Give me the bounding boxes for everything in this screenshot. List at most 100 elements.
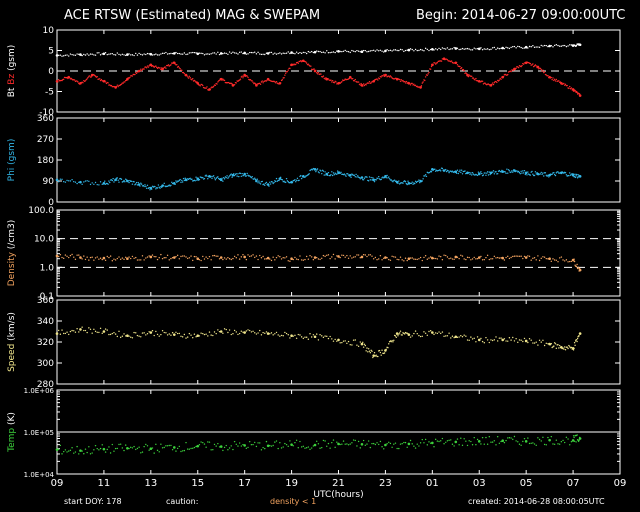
- sample-dot-phi: [186, 179, 188, 182]
- sample-dot-temp: [421, 438, 423, 441]
- sample-dot-bz: [543, 71, 545, 74]
- sample-dot-temp: [371, 442, 373, 445]
- sample-dot-phi: [180, 181, 182, 184]
- sample-dot-temp: [334, 446, 336, 449]
- sample-dot-speed: [133, 331, 135, 334]
- sample-dot-temp: [88, 446, 90, 448]
- sample-dot-temp: [78, 453, 80, 455]
- data-point-bz: [578, 94, 582, 97]
- sample-dot-bz: [335, 81, 337, 83]
- sample-dot-bt: [468, 48, 470, 50]
- sample-dot-phi: [545, 174, 547, 176]
- sample-dot-phi: [61, 178, 63, 181]
- sample-dot-temp: [339, 443, 341, 446]
- sample-dot-speed: [202, 332, 204, 335]
- sample-dot-temp: [533, 443, 536, 445]
- sample-dot-density: [510, 256, 512, 259]
- sample-dot-bz: [300, 60, 303, 63]
- sample-dot-temp: [94, 444, 97, 447]
- sample-dot-bz: [529, 62, 532, 65]
- sample-dot-temp: [269, 444, 271, 447]
- sample-dot-bz: [322, 75, 325, 77]
- sample-dot-temp: [362, 439, 365, 442]
- y-tick-label-density: 100.0: [28, 206, 54, 216]
- sample-dot-bt: [473, 47, 475, 49]
- sample-dot-temp: [332, 439, 335, 441]
- sample-dot-density: [207, 257, 209, 260]
- sample-dot-density: [86, 256, 88, 258]
- sample-dot-speed: [491, 339, 494, 342]
- sample-dot-bt: [63, 55, 65, 57]
- sample-dot-density: [114, 259, 117, 261]
- sample-dot-bt: [237, 53, 239, 55]
- sample-dot-density: [346, 254, 348, 257]
- sample-dot-bt: [510, 46, 512, 49]
- sample-dot-density: [242, 254, 244, 256]
- sample-dot-phi: [211, 177, 213, 180]
- sample-dot-temp: [372, 442, 375, 445]
- sample-dot-phi: [327, 171, 330, 174]
- sample-dot-bt: [158, 54, 160, 56]
- sample-dot-bt: [496, 47, 499, 49]
- sample-dot-speed: [332, 340, 335, 342]
- sample-dot-speed: [488, 341, 491, 344]
- sample-dot-phi: [191, 178, 193, 180]
- sample-dot-density: [503, 259, 506, 261]
- sample-dot-speed: [299, 334, 301, 336]
- sample-dot-phi: [203, 177, 206, 180]
- x-tick-label: 01: [426, 478, 439, 489]
- sample-dot-phi: [229, 174, 232, 176]
- sample-dot-density: [230, 258, 232, 261]
- sample-dot-speed: [413, 332, 415, 335]
- sample-dot-bt: [406, 49, 408, 51]
- data-point-bt: [360, 50, 364, 54]
- sample-dot-speed: [275, 331, 278, 334]
- sample-dot-temp: [547, 436, 549, 439]
- data-point-temp: [578, 437, 582, 440]
- sample-dot-bz: [61, 79, 63, 82]
- sample-dot-density: [520, 255, 522, 257]
- sample-dot-speed: [523, 337, 526, 340]
- sample-dot-bz: [145, 67, 148, 69]
- data-point-temp: [266, 444, 270, 448]
- sample-dot-temp: [466, 444, 469, 447]
- sample-dot-bz: [140, 68, 142, 70]
- sample-dot-density: [252, 254, 254, 256]
- sample-dot-bz: [194, 80, 196, 82]
- start-doy: start DOY: 178: [64, 497, 122, 506]
- sample-dot-temp: [319, 447, 321, 449]
- sample-dot-phi: [233, 173, 235, 175]
- sample-dot-bt: [383, 51, 385, 53]
- sample-dot-speed: [500, 337, 502, 339]
- sample-dot-bt: [564, 44, 566, 47]
- sample-dot-speed: [215, 332, 217, 335]
- sample-dot-speed: [520, 339, 522, 341]
- sample-dot-temp: [518, 443, 521, 445]
- panel-frame-phi: [56, 117, 621, 203]
- sample-dot-bt: [391, 50, 393, 52]
- sample-dot-bt: [388, 49, 390, 52]
- sample-dot-bt: [508, 47, 511, 50]
- sample-dot-bz: [146, 65, 149, 67]
- sample-dot-temp: [475, 444, 477, 446]
- sample-dot-speed: [370, 349, 372, 352]
- sample-dot-temp: [381, 446, 383, 448]
- sample-dot-bt: [465, 48, 467, 50]
- sample-dot-phi: [222, 180, 224, 182]
- sample-dot-phi: [568, 174, 570, 177]
- sample-dot-speed: [440, 332, 442, 335]
- sample-dot-phi: [453, 170, 455, 173]
- sample-dot-speed: [495, 336, 497, 338]
- sample-dot-speed: [113, 331, 115, 334]
- sample-dot-speed: [252, 330, 254, 333]
- sample-dot-density: [341, 254, 343, 256]
- sample-dot-speed: [392, 341, 394, 343]
- sample-dot-bz: [488, 84, 491, 86]
- sample-dot-speed: [158, 335, 160, 337]
- sample-dot-density: [404, 257, 407, 259]
- y-tick-label-mag: -10: [39, 108, 54, 118]
- sample-dot-bt: [356, 49, 358, 52]
- sample-dot-density: [344, 256, 346, 258]
- sample-dot-phi: [333, 174, 336, 176]
- sample-dot-bz: [181, 69, 183, 72]
